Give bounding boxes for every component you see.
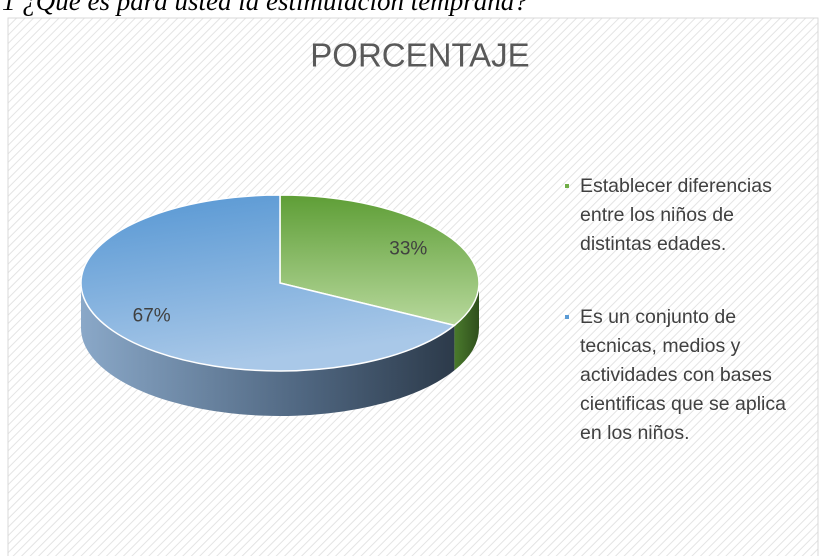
pie-slice [279,194,480,327]
legend-entry: Es un conjunto de tecnicas, medios y act… [565,303,805,448]
pie-side [81,283,455,417]
chart-title: PORCENTAJE [310,37,529,74]
legend: Establecer diferencias entre los niños d… [565,172,805,492]
data-label: 67% [133,306,171,327]
legend-swatch [565,184,569,188]
legend-entry: Establecer diferencias entre los niños d… [565,172,805,259]
data-label: 33% [389,238,427,259]
heading: 1 ¿Qué es para usted la estimulación tem… [2,0,528,16]
legend-swatch [565,315,569,319]
legend-label: Establecer diferencias entre los niños d… [580,175,772,255]
pie-slice [80,194,457,372]
legend-label: Es un conjunto de tecnicas, medios y act… [580,306,786,444]
